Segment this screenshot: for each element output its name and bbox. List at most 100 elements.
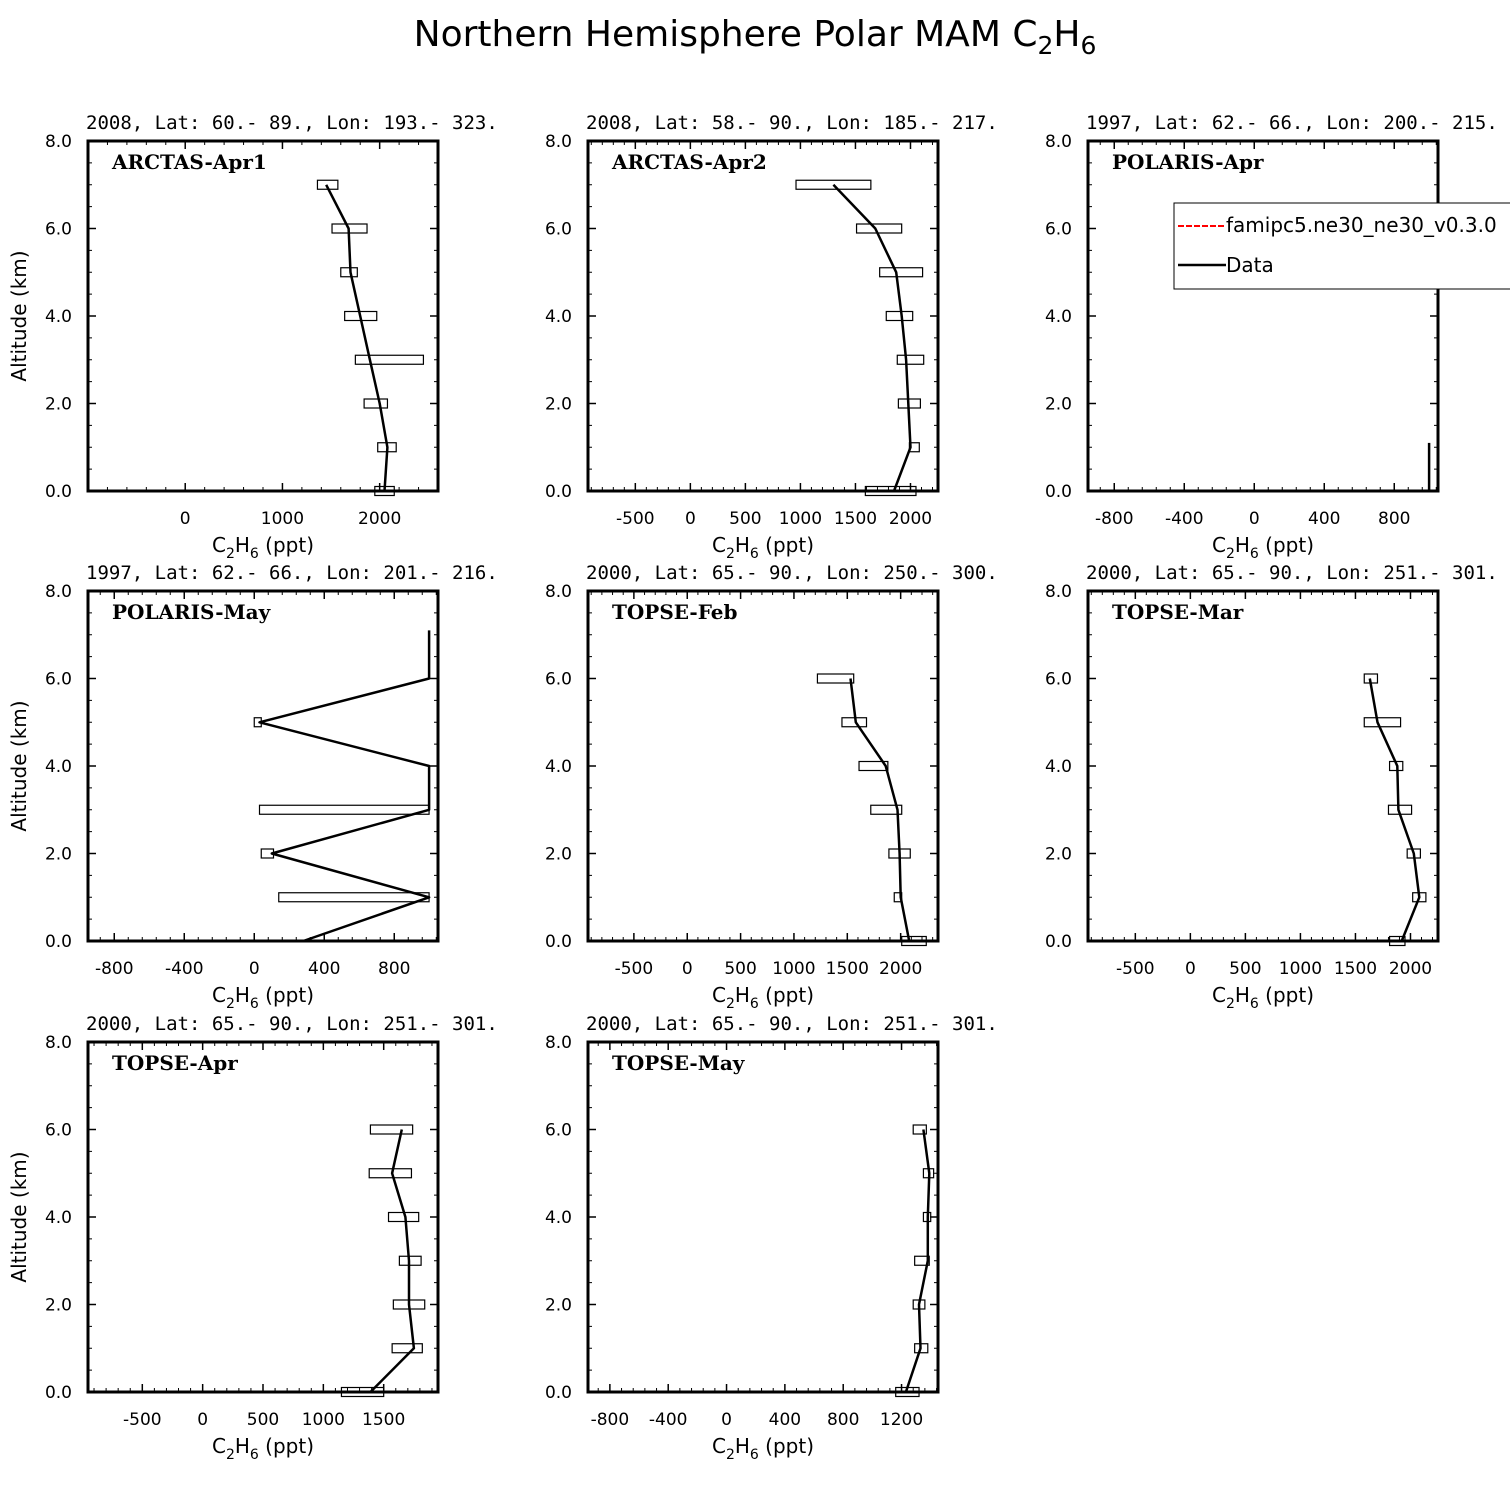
x-tick-label: -400 — [649, 1410, 688, 1430]
x-axis-label-part: 6 — [750, 546, 759, 562]
panel-arctas-apr2: 2008, Lat: 58.- 90., Lon: 185.- 217. ARCT… — [545, 112, 998, 562]
range-box — [278, 892, 430, 903]
y-tick-label: 2.0 — [545, 1296, 572, 1316]
x-tick-label: -800 — [591, 1410, 630, 1430]
range-box — [340, 267, 358, 278]
y-axis-label: Altitude (km) — [7, 1151, 31, 1282]
panel-topse-apr: 2000, Lat: 65.- 90., Lon: 251.- 301. TOPS… — [7, 1013, 498, 1463]
x-axis-label-part: 2 — [226, 996, 235, 1012]
x-axis-label-part: 2 — [1226, 546, 1235, 562]
y-tick-label: 8.0 — [545, 132, 572, 152]
x-axis-label-part: 2 — [226, 546, 235, 562]
plot-frame — [86, 589, 440, 943]
plot-frame — [586, 1040, 940, 1394]
x-tick-label: 1500 — [1334, 959, 1377, 979]
main-title: Northern Hemisphere Polar MAM C2H6 — [414, 14, 1097, 60]
x-axis-label-part: H — [1235, 533, 1250, 557]
x-axis-label-part: 6 — [750, 996, 759, 1012]
x-tick-label: 0 — [1249, 509, 1260, 529]
x-tick-label: 0 — [197, 1410, 208, 1430]
range-box — [858, 760, 889, 772]
panel-polaris-may: 1997, Lat: 62.- 66., Lon: 201.- 216. POLA… — [7, 562, 498, 1012]
range-box — [912, 1124, 927, 1135]
y-tick-label: 4.0 — [45, 1208, 72, 1228]
panel-arctas-apr1: 2008, Lat: 60.- 89., Lon: 193.- 323. ARCT… — [7, 112, 498, 562]
x-tick-label: 1000 — [1279, 959, 1322, 979]
y-tick-label: 8.0 — [1045, 132, 1072, 152]
x-axis-label-part: (ppt) — [259, 533, 314, 557]
x-axis-label-part: H — [735, 533, 750, 557]
x-axis-label-part: 6 — [250, 1447, 259, 1463]
x-axis-label: C2H6 (ppt) — [212, 533, 314, 562]
x-axis-label-part: 6 — [250, 546, 259, 562]
panel-polaris-apr: 1997, Lat: 62.- 66., Lon: 200.- 215. POLA… — [1045, 112, 1510, 562]
x-axis-label-part: H — [235, 983, 250, 1007]
x-axis-label-part: 6 — [750, 1447, 759, 1463]
legend: famipc5.ne30_ne30_v0.3.0 Data — [1173, 202, 1510, 290]
panel-label: POLARIS-Apr — [1112, 150, 1264, 174]
range-box — [855, 223, 903, 234]
panel-label: TOPSE-Mar — [1112, 600, 1244, 624]
x-tick-label: 0 — [249, 959, 260, 979]
y-tick-label: 4.0 — [45, 757, 72, 777]
x-axis-label-part: H — [735, 983, 750, 1007]
y-tick-label: 6.0 — [45, 1121, 72, 1141]
legend-box — [1173, 202, 1510, 290]
x-axis-label-part: C — [1212, 983, 1226, 1007]
y-tick-label: 2.0 — [1045, 845, 1072, 865]
x-axis-label-part: (ppt) — [259, 983, 314, 1007]
x-tick-label: 2000 — [879, 959, 922, 979]
data-line — [369, 1129, 416, 1393]
x-tick-label: 400 — [1308, 509, 1340, 529]
y-tick-label: 8.0 — [45, 132, 72, 152]
data-line — [258, 630, 431, 943]
y-axis-label: Altitude (km) — [7, 250, 31, 381]
x-tick-label: 1000 — [779, 509, 822, 529]
x-axis-label-part: (ppt) — [759, 983, 814, 1007]
data-line — [849, 678, 911, 942]
y-tick-label: 0.0 — [45, 482, 72, 502]
range-box — [1363, 717, 1402, 728]
range-box — [795, 179, 872, 190]
y-tick-label: 2.0 — [45, 1296, 72, 1316]
x-tick-label: 500 — [247, 1410, 279, 1430]
x-axis-label-part: C — [212, 533, 226, 557]
x-axis-label-part: (ppt) — [1259, 983, 1314, 1007]
x-tick-label: 1000 — [302, 1410, 345, 1430]
panel-header: 1997, Lat: 62.- 66., Lon: 200.- 215. — [1086, 112, 1498, 134]
data-line — [832, 183, 912, 492]
x-axis-label-part: C — [712, 1434, 726, 1458]
plot-frame — [1086, 139, 1440, 493]
y-tick-label: 2.0 — [45, 395, 72, 415]
x-tick-label: 1000 — [772, 959, 815, 979]
x-tick-label: 0 — [682, 959, 693, 979]
x-axis-label-part: H — [235, 1434, 250, 1458]
plot-frame — [1086, 589, 1440, 943]
range-box — [369, 1124, 414, 1135]
y-tick-label: 8.0 — [45, 582, 72, 602]
range-box — [258, 804, 430, 815]
data-line — [325, 184, 389, 492]
y-tick-label: 8.0 — [545, 1033, 572, 1053]
x-axis-label-part: 6 — [1250, 546, 1259, 562]
panel-header: 1997, Lat: 62.- 66., Lon: 201.- 216. — [86, 562, 498, 584]
x-tick-label: 400 — [769, 1410, 801, 1430]
y-tick-label: 2.0 — [545, 845, 572, 865]
y-tick-label: 6.0 — [545, 1121, 572, 1141]
y-tick-label: 6.0 — [1045, 670, 1072, 690]
panel-header: 2008, Lat: 58.- 90., Lon: 185.- 217. — [586, 112, 998, 134]
x-axis-label-part: 6 — [1250, 996, 1259, 1012]
x-tick-label: 2000 — [889, 509, 932, 529]
range-box — [354, 354, 425, 365]
x-axis-label-part: C — [1212, 533, 1226, 557]
x-axis-label-part: 2 — [726, 1447, 735, 1463]
range-box — [914, 1255, 930, 1266]
y-tick-label: 8.0 — [545, 582, 572, 602]
x-tick-label: -500 — [615, 959, 654, 979]
x-axis-label-part: 6 — [250, 996, 259, 1012]
y-tick-label: 2.0 — [545, 395, 572, 415]
y-tick-label: 0.0 — [45, 1383, 72, 1403]
y-tick-label: 4.0 — [1045, 307, 1072, 327]
x-tick-label: 400 — [308, 959, 340, 979]
